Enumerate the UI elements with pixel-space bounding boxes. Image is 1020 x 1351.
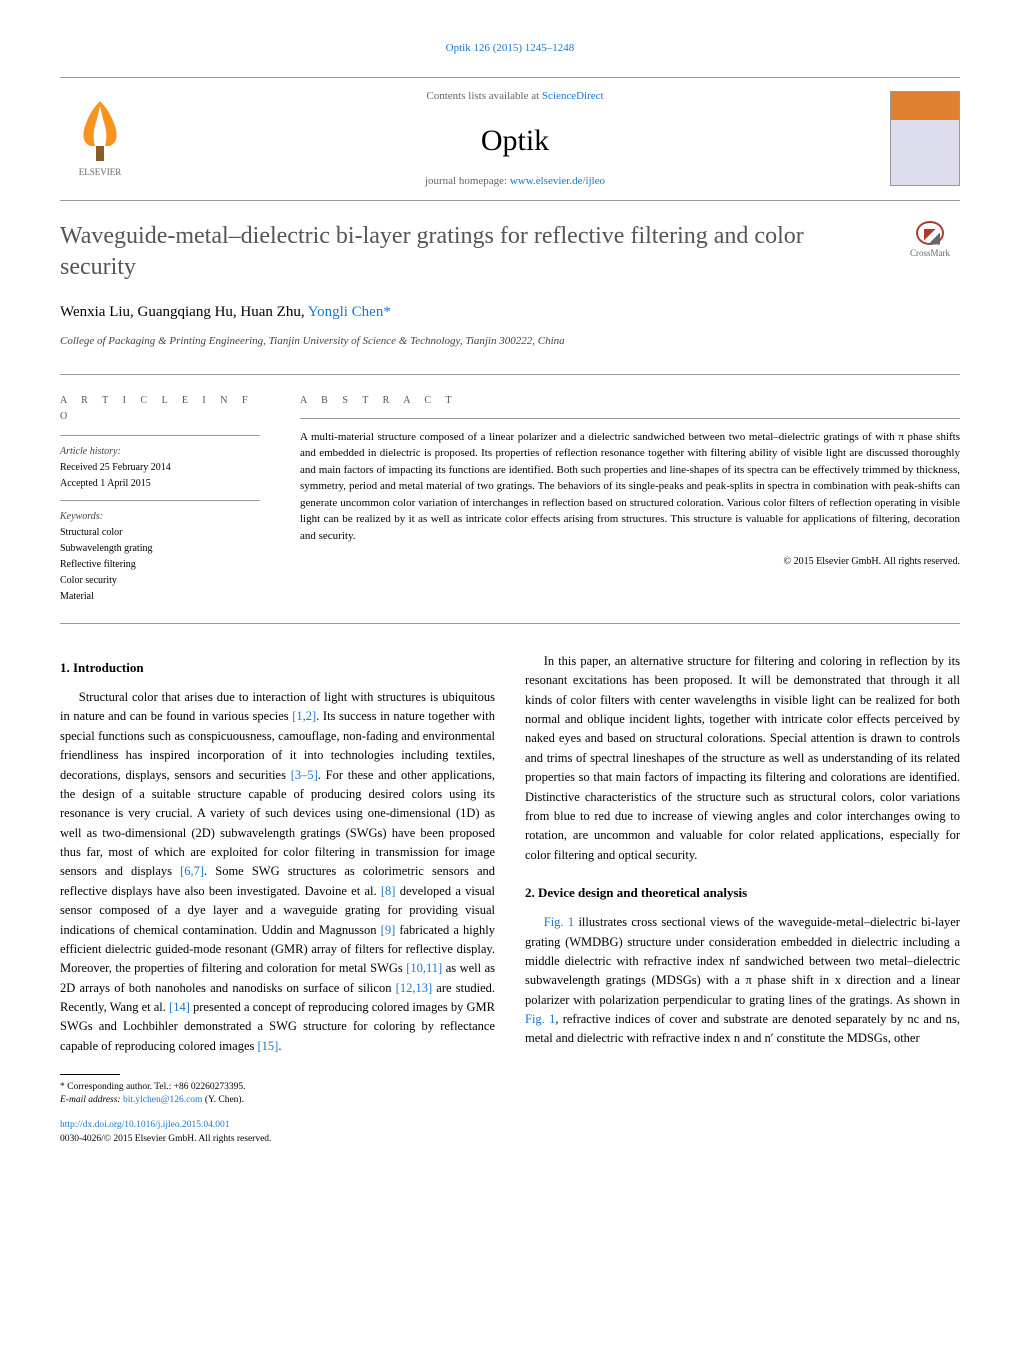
corresponding-marker: * bbox=[383, 304, 391, 320]
abstract-heading: a b s t r a c t bbox=[300, 393, 960, 408]
corresponding-footnote: * Corresponding author. Tel.: +86 022602… bbox=[60, 1081, 495, 1094]
ref-link[interactable]: [8] bbox=[381, 884, 396, 898]
doi-line: http://dx.doi.org/10.1016/j.ijleo.2015.0… bbox=[60, 1118, 495, 1133]
crossmark-icon bbox=[916, 221, 944, 246]
info-abstract-block: a r t i c l e i n f o Article history: R… bbox=[60, 374, 960, 624]
email-label: E-mail address: bbox=[60, 1095, 123, 1105]
ref-link[interactable]: [1,2] bbox=[292, 709, 316, 723]
corresponding-author: Yongli Chen bbox=[308, 304, 384, 320]
article-info-heading: a r t i c l e i n f o bbox=[60, 393, 260, 425]
ref-link[interactable]: [3–5] bbox=[291, 768, 318, 782]
crossmark-label: CrossMark bbox=[910, 247, 950, 261]
svg-text:ELSEVIER: ELSEVIER bbox=[79, 167, 122, 177]
intro-heading: 1. Introduction bbox=[60, 658, 495, 678]
header-citation: Optik 126 (2015) 1245–1248 bbox=[60, 40, 960, 57]
email-link[interactable]: bit.ylchen@126.com bbox=[123, 1095, 202, 1105]
abstract-copyright: © 2015 Elsevier GmbH. All rights reserve… bbox=[300, 554, 960, 569]
ref-link[interactable]: [14] bbox=[169, 1000, 190, 1014]
keyword: Material bbox=[60, 589, 260, 605]
intro-paragraph: Structural color that arises due to inte… bbox=[60, 688, 495, 1056]
history-label: Article history: bbox=[60, 444, 260, 460]
design-paragraph: Fig. 1 illustrates cross sectional views… bbox=[525, 913, 960, 1049]
article-title: Waveguide-metal–dielectric bi-layer grat… bbox=[60, 221, 900, 283]
accepted-date: Accepted 1 April 2015 bbox=[60, 476, 260, 492]
footnote-separator bbox=[60, 1074, 120, 1075]
divider bbox=[300, 418, 960, 419]
homepage-pre: journal homepage: bbox=[425, 175, 510, 187]
ref-link[interactable]: [10,11] bbox=[406, 961, 442, 975]
text: . For these and other applications, the … bbox=[60, 768, 495, 879]
ref-link[interactable]: [15] bbox=[258, 1039, 279, 1053]
intro-paragraph-2: In this paper, an alternative structure … bbox=[525, 652, 960, 865]
ref-link[interactable]: [9] bbox=[381, 923, 396, 937]
header-center: Contents lists available at ScienceDirec… bbox=[140, 88, 890, 190]
text: , refractive indices of cover and substr… bbox=[525, 1012, 960, 1045]
citation-link[interactable]: Optik 126 (2015) 1245–1248 bbox=[446, 42, 575, 54]
body-columns: 1. Introduction Structural color that ar… bbox=[60, 652, 960, 1147]
keyword: Structural color bbox=[60, 525, 260, 541]
divider bbox=[60, 435, 260, 436]
text: illustrates cross sectional views of the… bbox=[525, 915, 960, 1007]
author-list: Wenxia Liu, Guangqiang Hu, Huan Zhu, bbox=[60, 304, 308, 320]
ref-link[interactable]: [12,13] bbox=[396, 981, 432, 995]
fig-link[interactable]: Fig. 1 bbox=[525, 1012, 555, 1026]
divider bbox=[60, 500, 260, 501]
copyright-footer: 0030-4026/© 2015 Elsevier GmbH. All righ… bbox=[60, 1132, 495, 1147]
journal-cover bbox=[890, 91, 960, 186]
email-footnote: E-mail address: bit.ylchen@126.com (Y. C… bbox=[60, 1094, 495, 1107]
email-suffix: (Y. Chen). bbox=[202, 1095, 244, 1105]
sciencedirect-link[interactable]: ScienceDirect bbox=[542, 90, 604, 102]
keyword: Color security bbox=[60, 573, 260, 589]
received-date: Received 25 February 2014 bbox=[60, 460, 260, 476]
article-info: a r t i c l e i n f o Article history: R… bbox=[60, 393, 260, 605]
contents-line: Contents lists available at ScienceDirec… bbox=[140, 88, 890, 105]
homepage-link[interactable]: www.elsevier.de/ijleo bbox=[510, 175, 605, 187]
title-row: Waveguide-metal–dielectric bi-layer grat… bbox=[60, 221, 960, 283]
crossmark-badge[interactable]: CrossMark bbox=[900, 221, 960, 261]
keyword: Subwavelength grating bbox=[60, 541, 260, 557]
text: . bbox=[278, 1039, 281, 1053]
keywords-label: Keywords: bbox=[60, 509, 260, 525]
journal-name: Optik bbox=[140, 118, 890, 163]
ref-link[interactable]: [6,7] bbox=[180, 864, 204, 878]
elsevier-logo: ELSEVIER bbox=[60, 91, 140, 187]
header-bar: ELSEVIER Contents lists available at Sci… bbox=[60, 77, 960, 201]
doi-link[interactable]: http://dx.doi.org/10.1016/j.ijleo.2015.0… bbox=[60, 1120, 230, 1130]
abstract-text: A multi-material structure composed of a… bbox=[300, 429, 960, 545]
fig-link[interactable]: Fig. 1 bbox=[544, 915, 574, 929]
keyword: Reflective filtering bbox=[60, 557, 260, 573]
design-heading: 2. Device design and theoretical analysi… bbox=[525, 883, 960, 903]
authors: Wenxia Liu, Guangqiang Hu, Huan Zhu, Yon… bbox=[60, 301, 960, 324]
contents-pre: Contents lists available at bbox=[426, 90, 541, 102]
affiliation: College of Packaging & Printing Engineer… bbox=[60, 333, 960, 350]
abstract: a b s t r a c t A multi-material structu… bbox=[300, 393, 960, 605]
homepage-line: journal homepage: www.elsevier.de/ijleo bbox=[140, 173, 890, 190]
